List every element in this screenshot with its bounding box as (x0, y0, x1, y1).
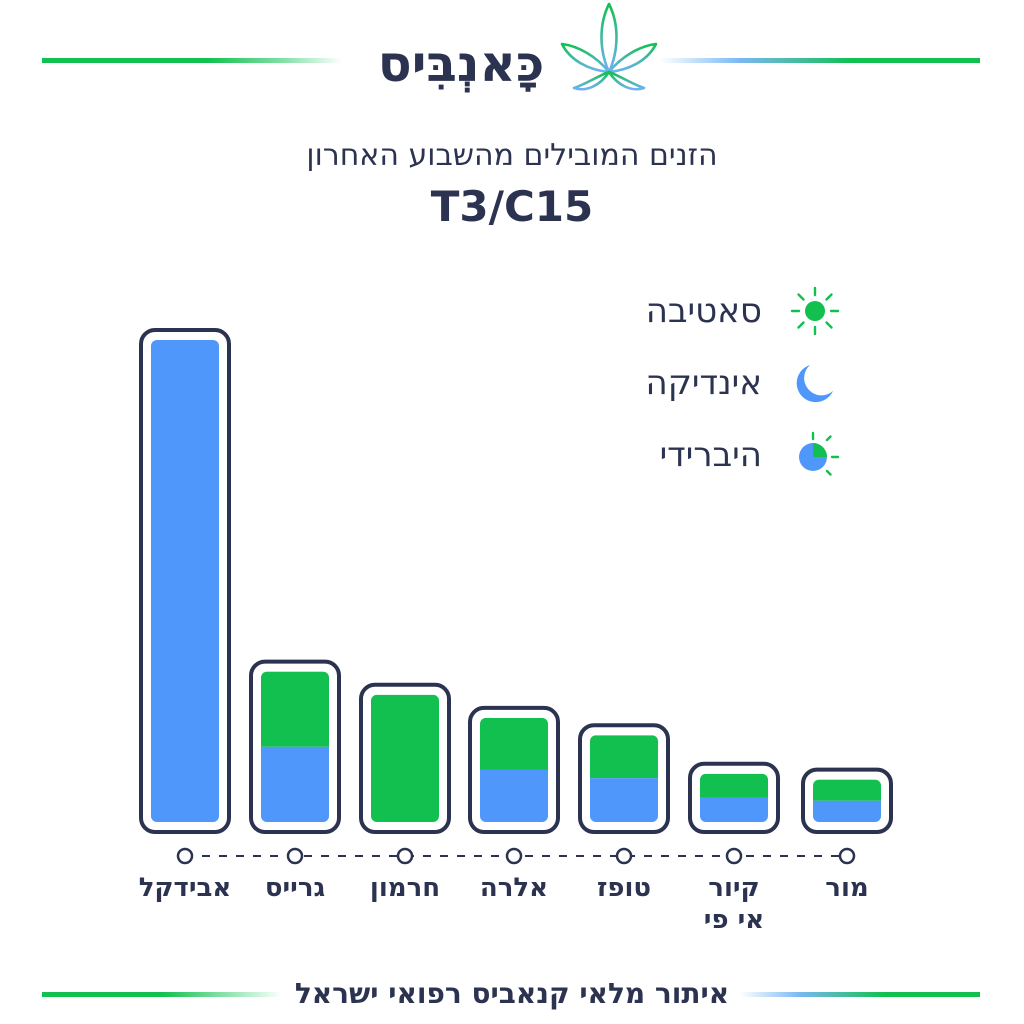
bar-label: קיור אי פי (674, 872, 794, 936)
bar-5 (688, 761, 780, 834)
bar-label-line: אי פי (703, 905, 765, 935)
brand-name: כָּאנְבִּיס (377, 35, 545, 93)
footer-rule-right (740, 992, 980, 997)
footer-rule-left (42, 992, 282, 997)
bar-label-line: קיור (708, 873, 760, 903)
bar-label-line: אלרה (479, 873, 549, 903)
bar-segment-sativa (813, 779, 881, 801)
bar-label: טופז (564, 872, 684, 904)
axis-marker (725, 847, 743, 865)
bar-segment-indica (261, 746, 329, 822)
bar-segment-sativa (261, 671, 329, 747)
bar-label: אלרה (454, 872, 574, 904)
sun-icon (790, 286, 840, 336)
bar-label-line: מור (825, 873, 869, 903)
legend-label-indica: אינדיקה (645, 363, 762, 403)
bar-1 (249, 659, 341, 835)
bar-label: חרמון (345, 872, 465, 904)
bar-segment-indica (700, 797, 768, 822)
legend-item-indica: אינדיקה (600, 358, 840, 408)
bar-segment-sativa (480, 717, 548, 770)
bar-segment-sativa (590, 735, 658, 779)
chart-subtitle: הזנים המובילים מהשבוע האחרון (306, 138, 718, 173)
half-sun-icon (799, 431, 840, 476)
axis-marker (615, 847, 633, 865)
bar-label-line: טופז (596, 873, 652, 903)
legend-label-sativa: סאטיבה (645, 291, 762, 331)
axis-marker (286, 847, 304, 865)
bar-4 (578, 723, 670, 834)
moon-icon (796, 365, 833, 403)
axis-marker (396, 847, 414, 865)
bar-segment-indica (480, 769, 548, 822)
bar-3 (468, 705, 560, 834)
legend-item-sativa: סאטיבה (600, 286, 840, 336)
bar-label: אבידקל (125, 872, 245, 904)
cannabis-leaf-icon (560, 2, 658, 102)
bar-label-line: אבידקל (138, 873, 232, 903)
bar-label: מור (787, 872, 907, 904)
bar-label: גרייס (235, 872, 355, 904)
bar-6 (801, 767, 893, 834)
bar-label-line: גרייס (264, 873, 326, 903)
bar-label-line: חרמון (369, 873, 441, 903)
bar-segment-indica (813, 800, 881, 822)
legend-item-hybrid: היברידי (600, 430, 840, 480)
bar-segment-indica (151, 340, 219, 822)
bar-0 (139, 328, 231, 834)
bar-segment-indica (590, 778, 658, 822)
bar-segment-sativa (371, 694, 439, 822)
header-rule-right (660, 58, 980, 63)
axis-marker (838, 847, 856, 865)
axis-marker (176, 847, 194, 865)
legend-label-hybrid: היברידי (659, 435, 762, 475)
bar-segment-sativa (700, 773, 768, 798)
chart-title: T3/C15 (430, 182, 594, 231)
header-rule-left (42, 58, 342, 63)
axis-marker (505, 847, 523, 865)
footer-text: איתור מלאי קנאביס רפואי ישראל (294, 977, 730, 1010)
bar-2 (359, 682, 451, 835)
